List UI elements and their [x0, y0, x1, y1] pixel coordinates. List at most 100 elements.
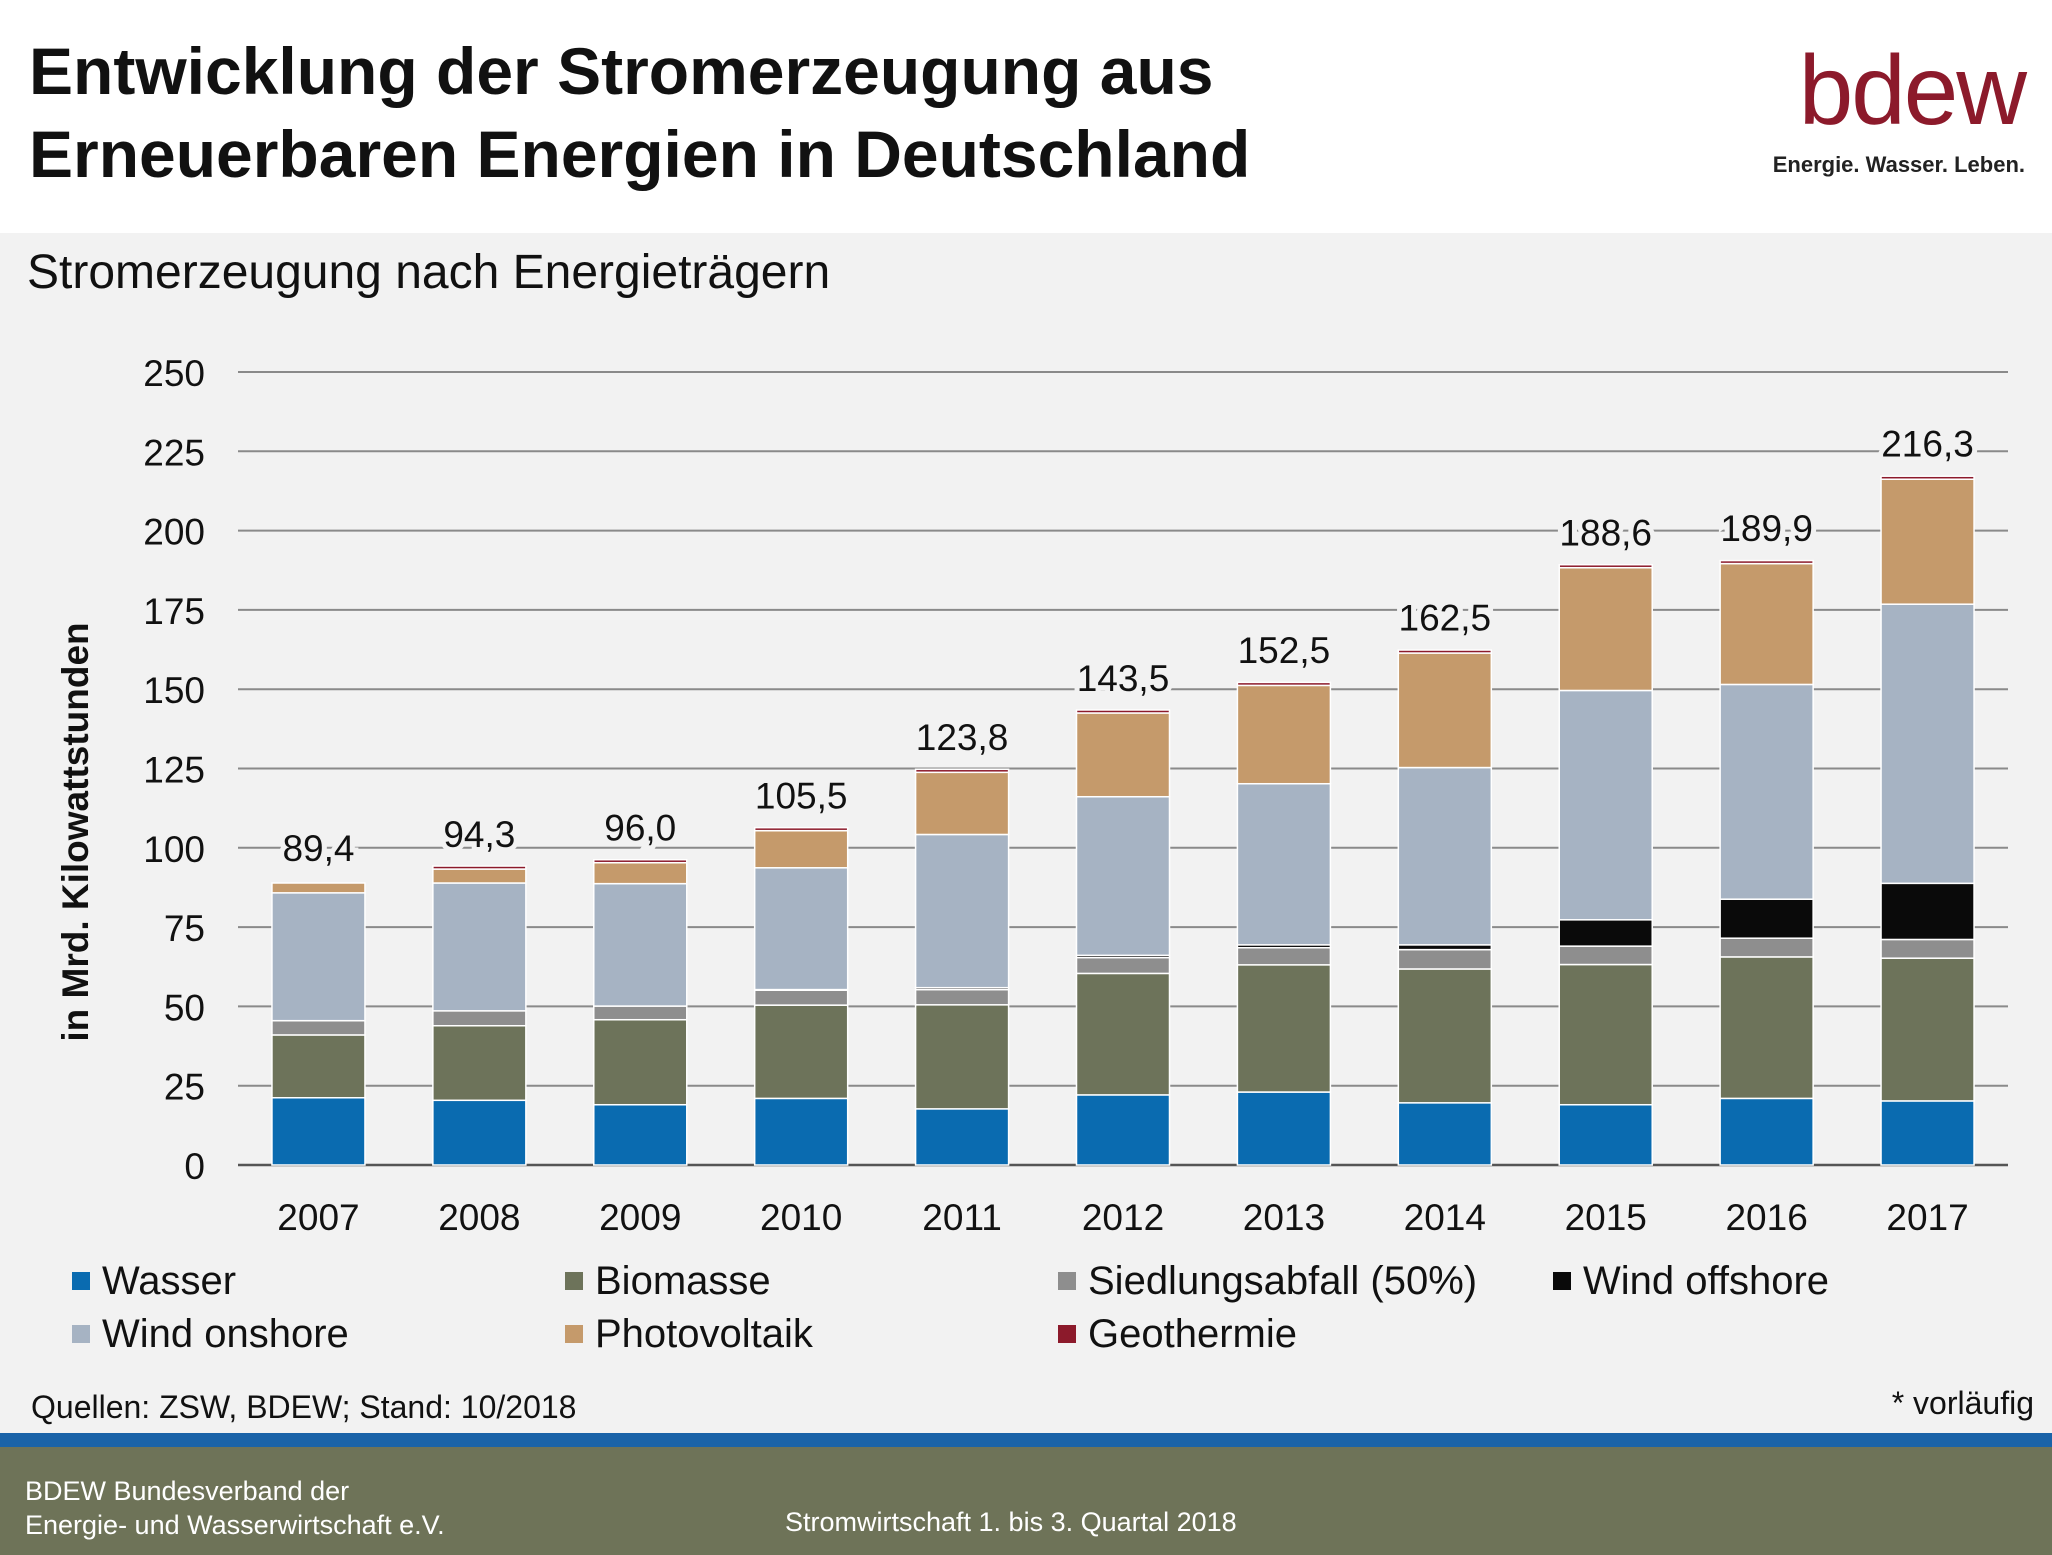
bar-segment	[1075, 709, 1171, 714]
legend-item: Wasser	[72, 1256, 236, 1306]
x-tick-label: 2016	[1725, 1197, 1807, 1238]
bar-segment	[753, 867, 849, 991]
bar-segment	[432, 882, 527, 1012]
total-value-label: 143,5	[1077, 658, 1170, 699]
stacked-bar-chart: 0 25 50 75 100 125 150 175 200 225 250 in Mrd. Kilo…	[55, 353, 2008, 1238]
bar-segment	[1719, 956, 1814, 1100]
x-tick-label: 2009	[599, 1197, 681, 1238]
source-note: Quellen: ZSW, BDEW; Stand: 10/2018	[31, 1389, 577, 1425]
bar-segment	[1397, 766, 1493, 946]
y-tick-label: 250	[143, 353, 205, 394]
bar-segment	[1880, 957, 1975, 1102]
y-tick-label: 150	[143, 670, 205, 711]
y-tick-label: 200	[143, 512, 205, 553]
bar-segment	[271, 1034, 366, 1099]
bar-segment	[914, 768, 1010, 774]
bar-segment	[1236, 782, 1332, 946]
y-tick-label: 25	[164, 1067, 205, 1108]
legend-swatch	[1058, 1272, 1076, 1290]
bar-segment	[271, 1097, 366, 1166]
bar-segment	[1719, 559, 1814, 565]
bar-segment	[1719, 683, 1814, 900]
legend-swatch	[72, 1325, 90, 1343]
chart-panel	[0, 233, 2052, 1433]
bar-segment	[1558, 566, 1653, 692]
bar-segment	[1880, 475, 1975, 480]
bar-segment	[1075, 1094, 1171, 1166]
x-tick-label: 2010	[760, 1197, 842, 1238]
bar-segment	[1397, 1102, 1493, 1166]
bar-segment	[1880, 603, 1975, 885]
x-tick-label: 2014	[1404, 1197, 1486, 1238]
legend-label: Photovoltaik	[595, 1311, 813, 1356]
total-value-label: 162,5	[1399, 598, 1492, 639]
bar-segment	[914, 1004, 1010, 1110]
bar-segment	[914, 1108, 1010, 1166]
bar-segment	[753, 1097, 849, 1166]
x-tick-label: 2011	[922, 1197, 1002, 1238]
bar-segment	[432, 1010, 527, 1027]
bar-segment	[1558, 1103, 1653, 1166]
bar-segment	[271, 882, 366, 894]
x-tick-label: 2017	[1886, 1197, 1968, 1238]
x-tick-label: 2013	[1243, 1197, 1325, 1238]
bar-segment	[753, 1004, 849, 1100]
total-value-label: 123,8	[916, 717, 1009, 758]
x-tick-label: 2008	[438, 1197, 520, 1238]
legend-label: Wasser	[102, 1258, 237, 1303]
bar-segment	[1719, 562, 1814, 686]
bar-segment	[432, 865, 527, 870]
y-tick-label: 75	[164, 908, 205, 949]
total-value-label: 96,0	[604, 808, 676, 849]
legend-swatch	[1553, 1272, 1571, 1290]
footer: BDEW Bundesverband der Energie- und Wass…	[0, 1447, 2052, 1555]
total-value-label: 189,9	[1720, 508, 1813, 549]
legend-item: Photovoltaik	[565, 1309, 813, 1359]
legend-item: Siedlungsabfall (50%)	[1058, 1256, 1477, 1306]
bar-segment	[1236, 681, 1332, 687]
bar-segment	[1236, 684, 1332, 785]
total-value-label: 216,3	[1881, 424, 1974, 465]
bar-segment	[1397, 968, 1493, 1104]
bar-segment	[432, 1099, 527, 1166]
bar-segment	[1719, 937, 1814, 958]
bar-segment	[914, 833, 1010, 989]
bar-segment	[1075, 712, 1171, 798]
preliminary-note: * vorläufig	[1891, 1385, 2034, 1421]
legend-item: Wind onshore	[72, 1309, 349, 1359]
bar-segment	[1558, 945, 1653, 966]
logo-wordmark: bdew	[1798, 35, 2027, 145]
x-tick-label: 2007	[277, 1197, 359, 1238]
legend-swatch	[1058, 1325, 1076, 1343]
legend-label: Biomasse	[595, 1258, 771, 1303]
bar-segment	[1075, 956, 1171, 975]
bar-segment	[1558, 919, 1653, 947]
x-tick-label: 2015	[1565, 1197, 1647, 1238]
bar-segment	[1880, 1100, 1975, 1166]
legend-item: Biomasse	[565, 1256, 771, 1306]
bar-segment	[1075, 795, 1171, 957]
legend-item: Geothermie	[1058, 1309, 1297, 1359]
legend-label: Geothermie	[1088, 1311, 1297, 1356]
bar-segment	[1880, 882, 1975, 941]
bar-segment	[1558, 563, 1653, 569]
bar-segment	[914, 988, 1010, 1006]
bar-segment	[1397, 948, 1493, 970]
y-tick-label: 100	[143, 829, 205, 870]
total-value-label: 152,5	[1238, 630, 1331, 671]
legend-swatch	[565, 1272, 583, 1290]
bar-segment	[1719, 1097, 1814, 1166]
bar-segment	[271, 1019, 366, 1036]
bdew-logo: bdew Energie. Wasser. Leben.	[1773, 35, 2027, 180]
legend-swatch	[565, 1325, 583, 1343]
bar-segment	[1397, 649, 1493, 654]
title-line-2: Erneuerbaren Energien in Deutschland	[29, 117, 1251, 191]
footer-document-title: Stromwirtschaft 1. bis 3. Quartal 2018	[785, 1507, 1237, 1537]
legend-label: Wind offshore	[1583, 1258, 1830, 1303]
total-value-label: 105,5	[755, 776, 848, 817]
bar-segment	[753, 826, 849, 832]
title-line-1: Entwicklung der Stromerzeugung aus	[29, 34, 1214, 108]
y-tick-label: 175	[143, 591, 205, 632]
page-title: Entwicklung der Stromerzeugung aus Erneu…	[29, 30, 1250, 196]
y-tick-label: 225	[143, 432, 205, 473]
